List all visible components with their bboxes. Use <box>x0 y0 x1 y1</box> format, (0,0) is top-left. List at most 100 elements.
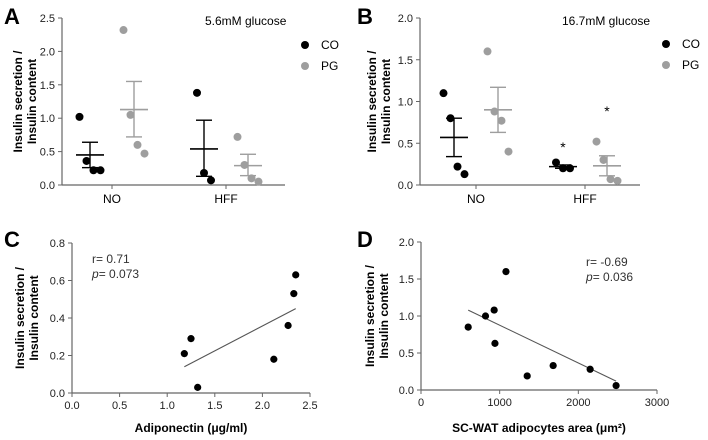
panel-a-data-point-co <box>96 166 105 175</box>
panel-b-data-point-pg <box>497 116 506 125</box>
panel-c-x-tick-label: 2.5 <box>302 400 317 412</box>
panel-d-y-tick-label: 0.0 <box>399 385 414 397</box>
panel-d-data-point <box>481 312 490 320</box>
panel-c-y-tick-label: 0.0 <box>50 388 65 400</box>
panel-c-p-value: p= 0.073 <box>91 267 139 281</box>
panel-b-data-point-pg <box>599 155 608 164</box>
panel-d-x-tick-label: 2000 <box>566 397 590 409</box>
panel-d-y-tick-label: 0.5 <box>399 348 414 360</box>
panel-a-legend-marker-pg <box>301 62 309 70</box>
panel-a-y-axis-label: Insulin secretion /Insulin content <box>11 50 39 153</box>
panel-a-y-tick-label: 0.5 <box>40 147 55 159</box>
panel-b-data-point-co <box>439 89 448 98</box>
panel-b-data-point-pg <box>613 176 622 185</box>
panel-c-x-tick-label: 0.5 <box>112 400 127 412</box>
panel-b-significance-star: * <box>604 103 610 119</box>
panel-d-r-value: r= -0.69 <box>586 255 628 269</box>
panel-c-data-point <box>187 335 195 343</box>
panel-b-x-tick-label: NO <box>467 192 485 206</box>
panel-b-legend-marker-co <box>662 40 670 48</box>
panel-c-data-point <box>180 350 188 358</box>
panel-a-y-tick-label: 1.5 <box>40 80 55 92</box>
panel-b-y-tick-label: 1.5 <box>398 55 413 67</box>
panel-c: C r= 0.71 p= 0.073 Adiponectin (μg/ml) 0… <box>4 227 318 435</box>
panel-d-trendline <box>467 309 617 382</box>
panel-b-legend-label-pg: PG <box>682 58 699 72</box>
panel-b-data-point-pg <box>483 47 492 56</box>
panel-b-legend-label-co: CO <box>682 37 700 51</box>
panel-d-x-tick-label: 3000 <box>645 397 669 409</box>
panel-c-xlabel: Adiponectin (μg/ml) <box>135 421 248 435</box>
panel-d-p-value: p= 0.036 <box>585 270 633 284</box>
panel-d-y-tick-label: 2.0 <box>399 237 414 249</box>
panel-a-data-point-co <box>207 176 215 185</box>
panel-b-data-point-pg <box>606 175 615 184</box>
panel-a-y-tick-label: 2.5 <box>40 13 55 25</box>
panel-c-y-tick-label: 0.8 <box>50 238 65 250</box>
panel-b-y-tick-label: 2.0 <box>398 13 413 25</box>
panel-c-r-value: r= 0.71 <box>92 252 130 266</box>
panel-d-data-point <box>549 361 557 370</box>
panel-b-data-point-pg <box>592 137 601 146</box>
panel-b-annotation: 16.7mM glucose <box>562 14 650 28</box>
panel-a-annotation: 5.6mM glucose <box>205 14 287 28</box>
panel-b: B 16.7mM glucose 0.0 0.5 1.0 1.5 2.0 NO HFF * * C… <box>357 4 700 206</box>
panel-c-plot: 0.0 0.2 0.4 0.6 0.8 0.0 0.5 1.0 1.5 2.0 2.5 Insulin… <box>13 238 318 412</box>
panel-c-data-point <box>270 355 278 363</box>
panel-c-y-tick-label: 0.4 <box>50 313 65 325</box>
panel-c-data-point <box>290 290 298 298</box>
panel-c-data-point <box>194 383 202 391</box>
panel-b-data-point-pg <box>504 147 513 156</box>
panel-a-data-point-co <box>82 156 91 165</box>
panel-a-data-point-pg <box>133 140 142 149</box>
panel-b-y-tick-label: 1.0 <box>398 97 413 109</box>
panel-c-y-axis-label: Insulin secretion /Insulin content <box>13 266 41 369</box>
panel-c-trendline <box>184 308 296 368</box>
panel-c-data-point <box>284 321 292 330</box>
panel-c-y-tick-label: 0.6 <box>50 276 65 288</box>
panel-d-x-tick-label: 1000 <box>487 397 511 409</box>
panel-d: D r= -0.69 p= 0.036 SC-WAT adipocytes ar… <box>357 227 669 435</box>
panel-a: A 5.6mM glucose 0.0 0.5 1.0 1.5 2.0 2.5 NO HFF C… <box>4 4 339 206</box>
panel-d-y-axis-label: Insulin secretion /Insulin content <box>363 264 391 367</box>
panel-a-legend-marker-co <box>301 41 309 49</box>
panel-b-plot: 0.0 0.5 1.0 1.5 2.0 NO HFF * * CO PG Insulin secret… <box>365 13 700 206</box>
panel-d-data-point <box>586 365 594 373</box>
panel-b-y-tick-label: 0.5 <box>398 138 413 150</box>
panel-a-y-tick-label: 1.0 <box>40 113 55 125</box>
panel-d-data-point <box>464 323 472 331</box>
panel-d-y-tick-label: 1.0 <box>399 311 414 323</box>
panel-a-data-point-pg <box>254 177 263 186</box>
panel-a-data-point-co <box>193 88 201 97</box>
panel-a-data-point-co <box>75 112 84 121</box>
panel-b-x-tick-label: HFF <box>573 192 596 206</box>
panel-a-y-tick-label: 2.0 <box>40 46 55 58</box>
panel-a-legend-label-pg: PG <box>321 59 338 73</box>
panel-a-data-point-pg <box>233 132 242 141</box>
panel-b-y-axis-label: Insulin secretion /Insulin content <box>365 50 393 153</box>
panel-b-significance-star: * <box>560 139 566 155</box>
panel-d-data-point <box>523 372 531 380</box>
panel-d-plot: 0.0 0.5 1.0 1.5 2.0 0 1000 2000 3000 Insulin secr… <box>363 237 669 409</box>
panel-c-x-tick-label: 1.0 <box>160 400 175 412</box>
panel-a-data-point-pg <box>140 149 149 158</box>
panel-c-x-tick-label: 2.0 <box>255 400 270 412</box>
panel-d-data-point <box>490 306 498 314</box>
panel-d-xlabel: SC-WAT adipocytes area (μm²) <box>452 421 626 435</box>
panel-b-data-point-co <box>453 162 462 171</box>
panel-letter-c: C <box>4 227 20 252</box>
panel-a-x-tick-label: NO <box>103 192 121 206</box>
panel-letter-b: B <box>357 4 373 29</box>
panel-a-legend-label-co: CO <box>321 38 339 52</box>
panel-b-y-tick-label: 0.0 <box>398 180 413 192</box>
panel-letter-a: A <box>4 4 20 29</box>
panel-d-data-point <box>502 268 510 276</box>
panel-c-data-point <box>292 271 300 279</box>
panel-d-x-tick-label: 0 <box>418 397 424 409</box>
panel-b-legend-marker-pg <box>662 61 670 69</box>
panel-a-x-tick-label: HFF <box>214 192 237 206</box>
panel-d-data-point <box>491 339 499 347</box>
panel-a-plot: 0.0 0.5 1.0 1.5 2.0 2.5 NO HFF CO PG Insulin secre… <box>11 13 339 206</box>
panel-a-data-point-pg <box>119 26 128 35</box>
